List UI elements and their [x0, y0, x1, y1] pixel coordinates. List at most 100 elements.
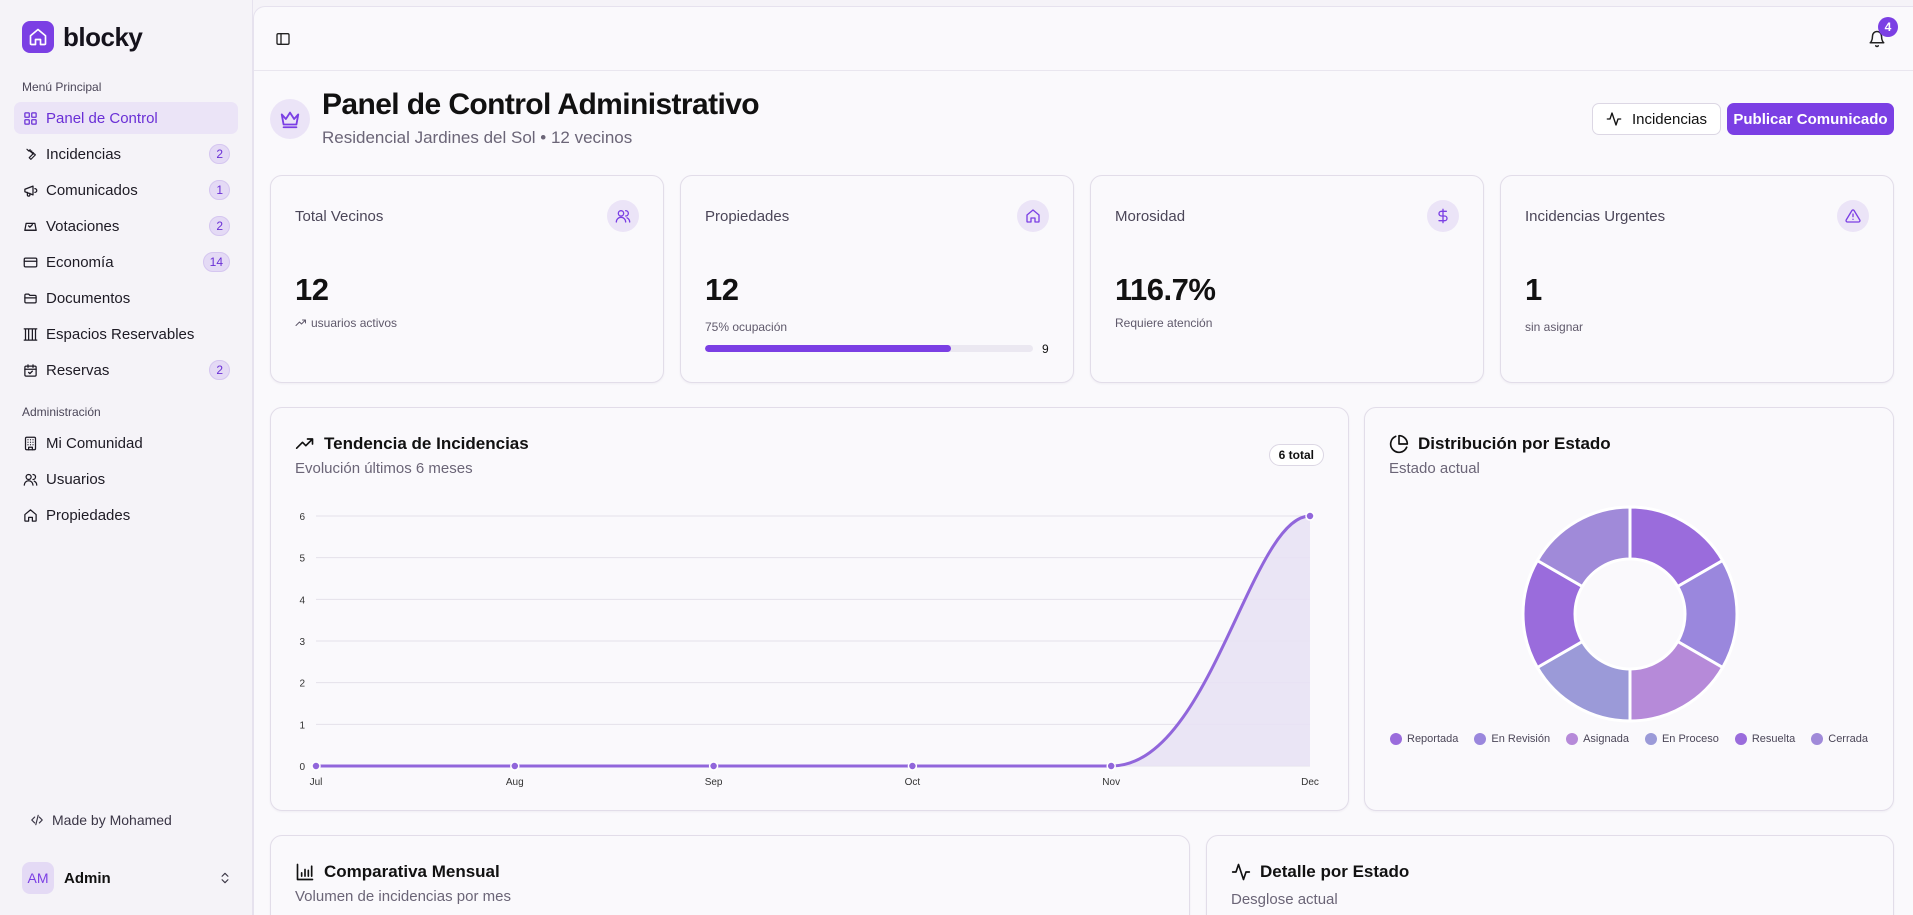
incidencias-button[interactable]: Incidencias — [1592, 103, 1721, 135]
legend-item: En Revisión — [1474, 733, 1550, 745]
main-menu-label: Menú Principal — [22, 80, 102, 94]
megaphone-icon — [22, 182, 38, 198]
trending-up-icon — [295, 438, 314, 449]
sidebar-item-panel-de-control[interactable]: Panel de Control — [14, 102, 238, 134]
notification-count-badge: 4 — [1878, 17, 1898, 37]
monthly-comparison-title: Comparativa Mensual — [295, 862, 500, 882]
stat-card-morosidad: Morosidad 116.7% Requiere atención — [1090, 175, 1484, 383]
sidebar-item-documentos[interactable]: Documentos — [14, 282, 238, 314]
legend-label: Asignada — [1583, 733, 1629, 745]
status-detail-title-text: Detalle por Estado — [1260, 862, 1410, 881]
stat-note: sin asignar — [1525, 320, 1584, 334]
status-detail-card: Detalle por Estado Desglose actual — [1206, 835, 1894, 915]
trend-chart-subtitle: Evolución últimos 6 meses — [295, 460, 473, 477]
panel-left-icon — [276, 33, 290, 45]
trend-chart-title-text: Tendencia de Incidencias — [324, 434, 529, 453]
monthly-comparison-subtitle: Volumen de incidencias por mes — [295, 888, 511, 905]
stat-value: 12 — [705, 272, 739, 307]
sidebar-item-espacios-reservables[interactable]: Espacios Reservables — [14, 318, 238, 350]
y-tick-label: 2 — [299, 679, 305, 690]
brand[interactable]: blocky — [22, 21, 143, 53]
legend-label: En Revisión — [1491, 733, 1551, 745]
folder-icon — [22, 290, 38, 306]
monthly-comparison-title-text: Comparativa Mensual — [324, 862, 500, 881]
legend-label: Reportada — [1407, 733, 1459, 745]
legend-item: En Proceso — [1644, 733, 1719, 745]
trend-point — [1305, 511, 1315, 521]
x-tick-label: Dec — [1301, 777, 1319, 788]
bell-icon — [1869, 30, 1885, 48]
legend-item: Reportada — [1390, 733, 1458, 745]
status-detail-subtitle: Desglose actual — [1231, 891, 1338, 908]
distribution-chart-card: Distribución por Estado Estado actual Re… — [1364, 407, 1894, 811]
alert-triangle-icon — [1837, 200, 1869, 232]
y-tick-label: 3 — [299, 637, 305, 648]
trend-chart: 0 1 2 3 4 5 6 Jul Aug Sep Oct Nov Dec — [299, 511, 1319, 788]
stat-card-propiedades: Propiedades 12 75% ocupación 9 — [680, 175, 1074, 383]
code-icon — [31, 814, 43, 826]
made-by-link[interactable]: Made by Mohamed — [30, 812, 172, 828]
status-detail-title: Detalle por Estado — [1231, 862, 1409, 882]
made-by-text: Made by Mohamed — [52, 812, 172, 828]
stat-label: Morosidad — [1115, 208, 1186, 225]
stat-value: 12 — [295, 272, 329, 307]
sidebar-item-votaciones[interactable]: Votaciones 2 — [14, 210, 238, 242]
main-content: 4 Panel de Control Administrativo Reside… — [253, 6, 1913, 915]
publish-announcement-button[interactable]: Publicar Comunicado — [1727, 103, 1894, 135]
notifications-button[interactable] — [1868, 30, 1888, 50]
user-menu[interactable]: AM Admin — [22, 862, 232, 894]
distribution-donut-chart — [1521, 505, 1739, 723]
trend-chart-card: Tendencia de Incidencias Evolución últim… — [270, 407, 1349, 811]
count-badge: 2 — [209, 360, 230, 380]
count-badge: 14 — [202, 252, 230, 272]
distribution-chart-subtitle: Estado actual — [1389, 460, 1480, 477]
sidebar-item-comunicados[interactable]: Comunicados 1 — [14, 174, 238, 206]
topbar: 4 — [254, 7, 1913, 71]
activity-icon — [1606, 112, 1622, 126]
legend-label: Resuelta — [1751, 733, 1796, 745]
legend-swatch — [1734, 733, 1747, 745]
trend-point — [1106, 761, 1116, 771]
trend-point — [311, 761, 321, 771]
stat-note: 75% ocupación — [705, 320, 788, 334]
y-tick-label: 1 — [299, 720, 305, 731]
sidebar-item-label: Votaciones — [46, 217, 120, 235]
sidebar-item-usuarios[interactable]: Usuarios — [14, 463, 238, 495]
sidebar-item-incidencias[interactable]: Incidencias 2 — [14, 138, 238, 170]
sidebar-item-label: Panel de Control — [46, 109, 158, 127]
distribution-legend: Reportada En Revisión Asignada En Proceso Re… — [1389, 733, 1869, 745]
incidencias-button-label: Incidencias — [1631, 110, 1708, 128]
legend-label: Cerrada — [1828, 733, 1868, 745]
page-subtitle: Residencial Jardines del Sol • 12 vecino… — [322, 128, 633, 147]
y-tick-label: 5 — [299, 554, 305, 565]
stat-label: Incidencias Urgentes — [1525, 208, 1666, 225]
admin-menu-label: Administración — [22, 405, 101, 419]
occupancy-progress-bar — [705, 345, 1033, 352]
sidebar: blocky Menú Principal Panel de Control In… — [0, 0, 253, 915]
y-tick-label: 4 — [299, 595, 305, 606]
sidebar-item-propiedades[interactable]: Propiedades — [14, 499, 238, 531]
occupancy-count: 9 — [1042, 342, 1049, 356]
sidebar-item-label: Comunicados — [46, 181, 138, 199]
home-icon — [1017, 200, 1049, 232]
user-name: Admin — [64, 869, 111, 887]
stat-card-total-vecinos: Total Vecinos 12 usuarios activos — [270, 175, 664, 383]
sidebar-item-economia[interactable]: Economía 14 — [14, 246, 238, 278]
sidebar-item-reservas[interactable]: Reservas 2 — [14, 354, 238, 386]
home-logo-icon — [22, 21, 54, 53]
activity-icon — [1231, 863, 1251, 881]
legend-item: Resuelta — [1734, 733, 1796, 745]
sidebar-item-mi-comunidad[interactable]: Mi Comunidad — [14, 427, 238, 459]
stat-note: Requiere atención — [1115, 316, 1213, 330]
chevrons-up-down-icon — [221, 872, 229, 884]
sidebar-item-label: Documentos — [46, 289, 131, 307]
sidebar-item-label: Espacios Reservables — [46, 325, 195, 343]
sidebar-toggle-button[interactable] — [273, 29, 293, 49]
vote-box-icon — [22, 218, 38, 234]
donut-slice-5 — [1535, 505, 1632, 589]
pie-chart-icon — [1389, 434, 1409, 454]
bar-chart-icon — [296, 863, 314, 881]
stat-label: Total Vecinos — [295, 208, 384, 225]
sidebar-item-label: Economía — [46, 253, 114, 271]
y-tick-label: 0 — [299, 762, 305, 773]
